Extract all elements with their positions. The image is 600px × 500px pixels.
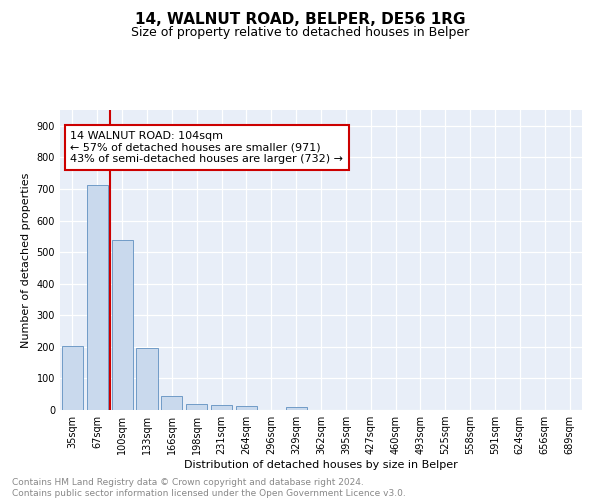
Bar: [161, 396, 182, 410]
Text: 14 WALNUT ROAD: 104sqm
← 57% of detached houses are smaller (971)
43% of semi-de: 14 WALNUT ROAD: 104sqm ← 57% of detached…: [70, 131, 343, 164]
Bar: [211, 406, 232, 410]
Text: 14, WALNUT ROAD, BELPER, DE56 1RG: 14, WALNUT ROAD, BELPER, DE56 1RG: [135, 12, 465, 28]
Bar: [286, 407, 307, 410]
X-axis label: Distribution of detached houses by size in Belper: Distribution of detached houses by size …: [184, 460, 458, 470]
Bar: [186, 404, 207, 410]
Bar: [112, 240, 133, 410]
Bar: [136, 348, 158, 410]
Bar: [87, 184, 108, 410]
Text: Size of property relative to detached houses in Belper: Size of property relative to detached ho…: [131, 26, 469, 39]
Y-axis label: Number of detached properties: Number of detached properties: [21, 172, 31, 348]
Text: Contains HM Land Registry data © Crown copyright and database right 2024.
Contai: Contains HM Land Registry data © Crown c…: [12, 478, 406, 498]
Bar: [62, 346, 83, 410]
Bar: [236, 406, 257, 410]
